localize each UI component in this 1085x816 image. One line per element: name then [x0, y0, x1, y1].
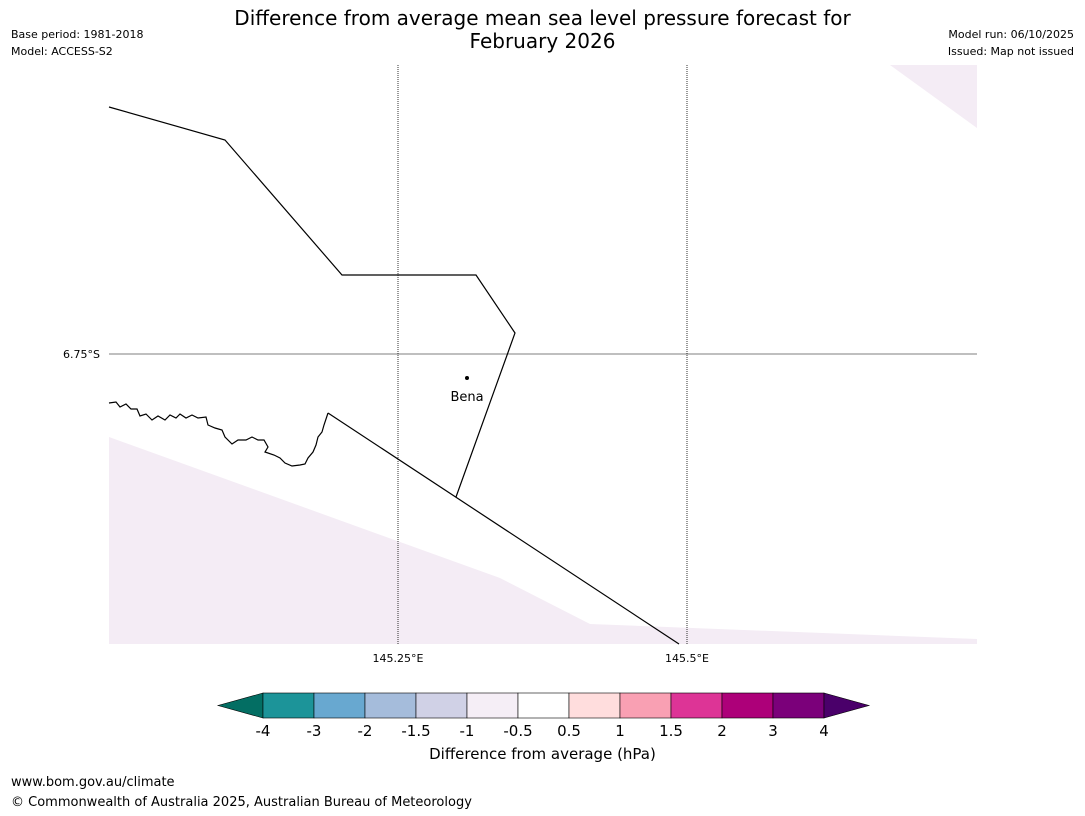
colorbar-segment — [721, 692, 774, 719]
footer-url[interactable]: www.bom.gov.au/climate — [11, 775, 175, 790]
colorbar-tick-label: -1 — [460, 722, 475, 740]
colorbar-label: Difference from average (hPa) — [429, 745, 656, 763]
colorbar-tick-label: -2 — [358, 722, 373, 740]
colorbar-tick-label: 0.5 — [557, 722, 581, 740]
base-period: Base period: 1981-2018 — [11, 28, 144, 41]
title-line-1: Difference from average mean sea level p… — [234, 6, 851, 30]
province-border — [108, 106, 516, 498]
longitude-label: 145.5°E — [665, 652, 709, 665]
colorbar-tick-label: -4 — [256, 722, 271, 740]
colorbar-segment — [364, 692, 417, 719]
colorbar-tick-label: 2 — [717, 722, 727, 740]
anomaly-fill-region — [109, 437, 977, 644]
model-name: Model: ACCESS-S2 — [11, 45, 113, 58]
colorbar: -4 -3 -2 -1.5 -1 -0.5 0.5 1 1.5 2 3 4 — [216, 692, 871, 740]
colorbar-segment — [670, 692, 723, 719]
footer-copyright: © Commonwealth of Australia 2025, Austra… — [11, 795, 472, 810]
model-run: Model run: 06/10/2025 — [948, 28, 1074, 41]
town-label: Bena — [450, 390, 483, 405]
colorbar-segment — [772, 692, 825, 719]
map-panel[interactable]: Bena 6.75°S 145.25°E 145.5°E — [0, 0, 1085, 680]
colorbar-tick-label: 4 — [819, 722, 829, 740]
colorbar-segment — [568, 692, 621, 719]
colorbar-tick-label: 3 — [768, 722, 778, 740]
title-line-2: February 2026 — [469, 29, 616, 53]
page-title: Difference from average mean sea level p… — [0, 7, 1085, 53]
river-boundary — [108, 401, 329, 467]
issued-status: Issued: Map not issued — [947, 45, 1074, 58]
colorbar-segment — [262, 692, 315, 719]
colorbar-segment — [415, 692, 468, 719]
latitude-label: 6.75°S — [63, 348, 100, 361]
colorbar-tick-label: -3 — [307, 722, 322, 740]
province-border — [327, 412, 680, 645]
colorbar-tick-label: 1.5 — [659, 722, 683, 740]
colorbar-tick-label: -0.5 — [503, 722, 532, 740]
longitude-label: 145.25°E — [373, 652, 424, 665]
colorbar-segment — [517, 692, 570, 719]
colorbar-extend-low — [216, 692, 264, 719]
town-marker[interactable] — [465, 376, 469, 380]
colorbar-segment — [466, 692, 519, 719]
anomaly-fill-region — [890, 65, 977, 128]
colorbar-tick-label: 1 — [615, 722, 625, 740]
colorbar-extend-high — [823, 692, 871, 719]
colorbar-tick-label: -1.5 — [401, 722, 430, 740]
colorbar-segment — [619, 692, 672, 719]
colorbar-segment — [313, 692, 366, 719]
